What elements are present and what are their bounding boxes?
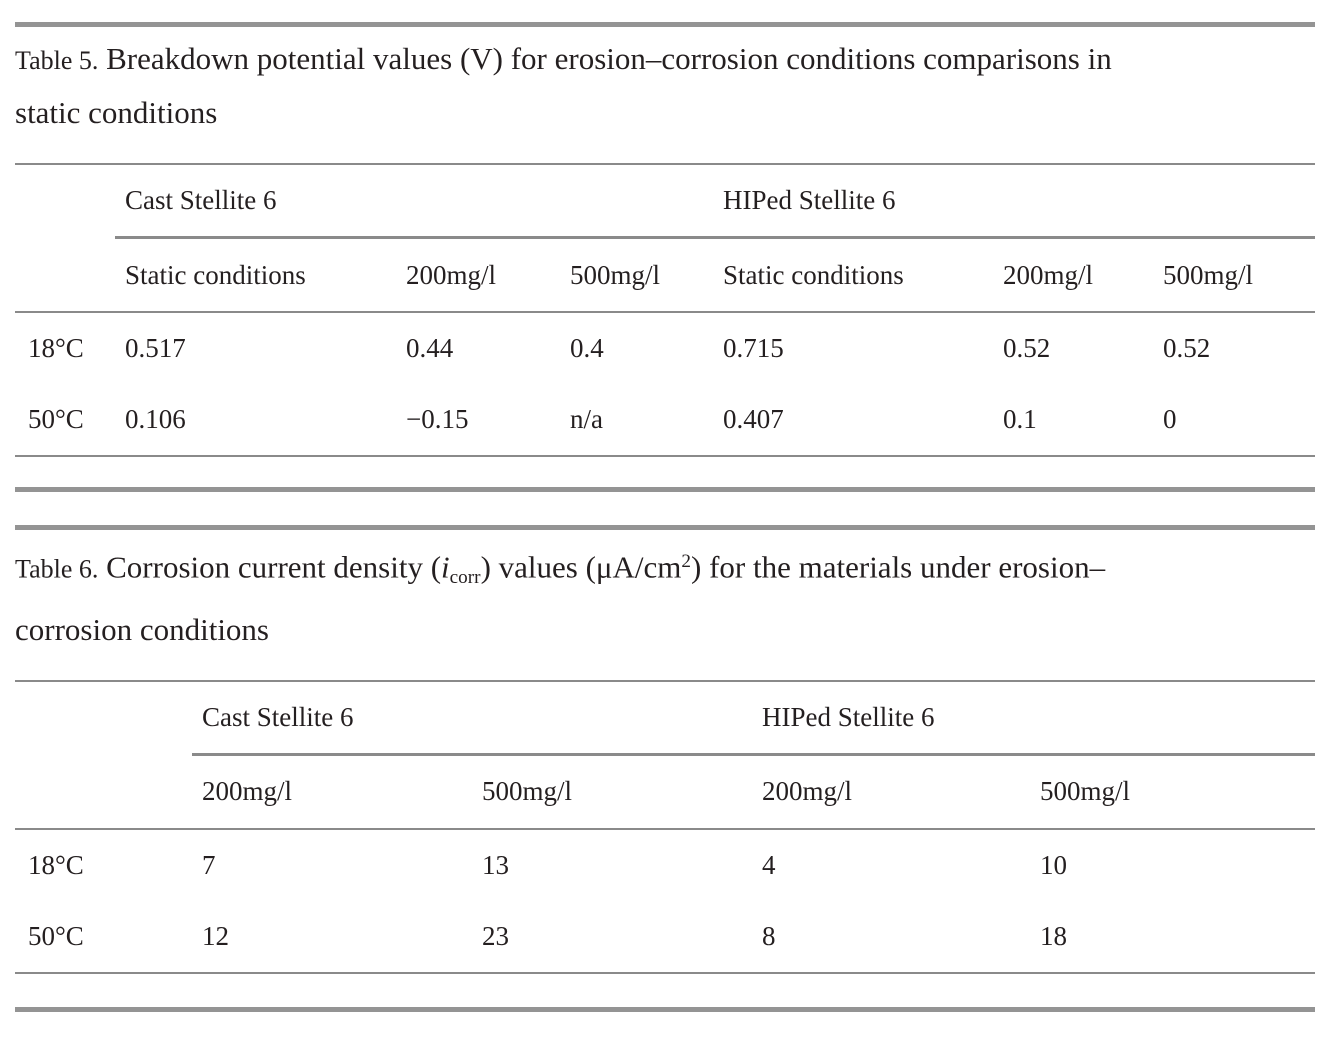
row-label: 50°C — [28, 920, 84, 951]
cell-value: 0.407 — [723, 404, 784, 434]
group-header-hiped: HIPed Stellite 6 — [762, 701, 935, 732]
table5-bottom-rule — [15, 455, 1315, 457]
table6-caption: Table 6. Corrosion current density (icor… — [15, 536, 1315, 656]
cell-value: 23 — [482, 920, 509, 951]
col-header: 200mg/l — [762, 776, 853, 807]
table6-body-rule — [15, 827, 1315, 830]
cell-value: 0.52 — [1003, 333, 1051, 363]
table-row: 18°C 7 13 4 10 — [15, 830, 1315, 901]
cell-value: 0.52 — [1163, 333, 1211, 363]
table6-bottom-rule — [15, 971, 1315, 974]
table6-caption-text: ) for the materials under erosion– — [691, 549, 1106, 585]
table5-group-header-row: Cast Stellite 6 HIPed Stellite 6 — [15, 165, 1315, 236]
table6-top-divider — [15, 525, 1315, 530]
col-header: Static conditions — [125, 259, 306, 290]
table5-caption: Table 5. Breakdown potential values (V) … — [15, 33, 1315, 139]
col-header: 500mg/l — [1040, 776, 1131, 807]
document-page: Table 5. Breakdown potential values (V) … — [0, 22, 1336, 1012]
table5-body-rule — [15, 311, 1315, 313]
table6-caption-text: ) values (μA/cm — [480, 549, 682, 585]
table5-caption-prefix: Table 5. — [15, 46, 99, 75]
table6-subheader-row: 200mg/l 500mg/l 200mg/l 500mg/l — [15, 756, 1315, 828]
row-label: 18°C — [28, 333, 84, 363]
cell-value: n/a — [570, 404, 603, 434]
cell-value: 18 — [1040, 920, 1067, 951]
cell-value: 12 — [202, 920, 229, 951]
table6-group-underline — [192, 752, 1315, 756]
table6-caption-text: Corrosion current density ( — [98, 549, 442, 585]
cell-value: 0.44 — [406, 333, 454, 363]
cell-value: 10 — [1040, 849, 1067, 880]
cell-value: 0.715 — [723, 333, 784, 363]
table5-head-rule — [15, 163, 1315, 165]
col-header: 200mg/l — [1003, 259, 1094, 290]
cell-value: −0.15 — [406, 404, 469, 434]
cell-value: 0.106 — [125, 404, 186, 434]
icorr-symbol: i — [441, 549, 450, 585]
table6-bottom-divider — [15, 1006, 1315, 1012]
table-row: 50°C 12 23 8 18 — [15, 901, 1315, 972]
cell-value: 8 — [762, 920, 776, 951]
cell-value: 4 — [762, 849, 776, 880]
table6-caption-line2: corrosion conditions — [15, 611, 269, 647]
table-row: 18°C 0.517 0.44 0.4 0.715 0.52 0.52 — [15, 313, 1315, 384]
col-header: 500mg/l — [1163, 259, 1254, 290]
table5-subheader-row: Static conditions 200mg/l 500mg/l Static… — [15, 239, 1315, 311]
table5-top-divider — [15, 22, 1315, 27]
group-header-cast: Cast Stellite 6 — [202, 701, 354, 732]
table5-group-underline — [115, 236, 1315, 239]
table5-caption-line2: static conditions — [15, 95, 218, 130]
table6-caption-prefix: Table 6. — [15, 554, 99, 584]
cell-value: 0.4 — [570, 333, 604, 363]
col-header: 500mg/l — [570, 259, 661, 290]
row-label: 18°C — [28, 849, 84, 880]
col-header: 200mg/l — [406, 259, 497, 290]
col-header: Static conditions — [723, 259, 904, 290]
col-header: 500mg/l — [482, 776, 573, 807]
table6-group-header-row: Cast Stellite 6 HIPed Stellite 6 — [15, 682, 1315, 753]
icorr-subscript: corr — [449, 566, 481, 588]
cell-value: 0.517 — [125, 333, 186, 363]
col-header: 200mg/l — [202, 776, 293, 807]
group-header-hiped: HIPed Stellite 6 — [723, 185, 896, 215]
cell-value: 0 — [1163, 404, 1177, 434]
group-header-cast: Cast Stellite 6 — [125, 185, 277, 215]
cell-value: 0.1 — [1003, 404, 1037, 434]
cell-value: 7 — [202, 849, 216, 880]
table6-head-rule — [15, 679, 1315, 682]
table5-bottom-divider — [15, 487, 1315, 492]
table5-caption-line1: Breakdown potential values (V) for erosi… — [98, 41, 1112, 76]
cell-value: 13 — [482, 849, 509, 880]
table-row: 50°C 0.106 −0.15 n/a 0.407 0.1 0 — [15, 384, 1315, 455]
row-label: 50°C — [28, 404, 84, 434]
cm-superscript: 2 — [681, 551, 692, 572]
